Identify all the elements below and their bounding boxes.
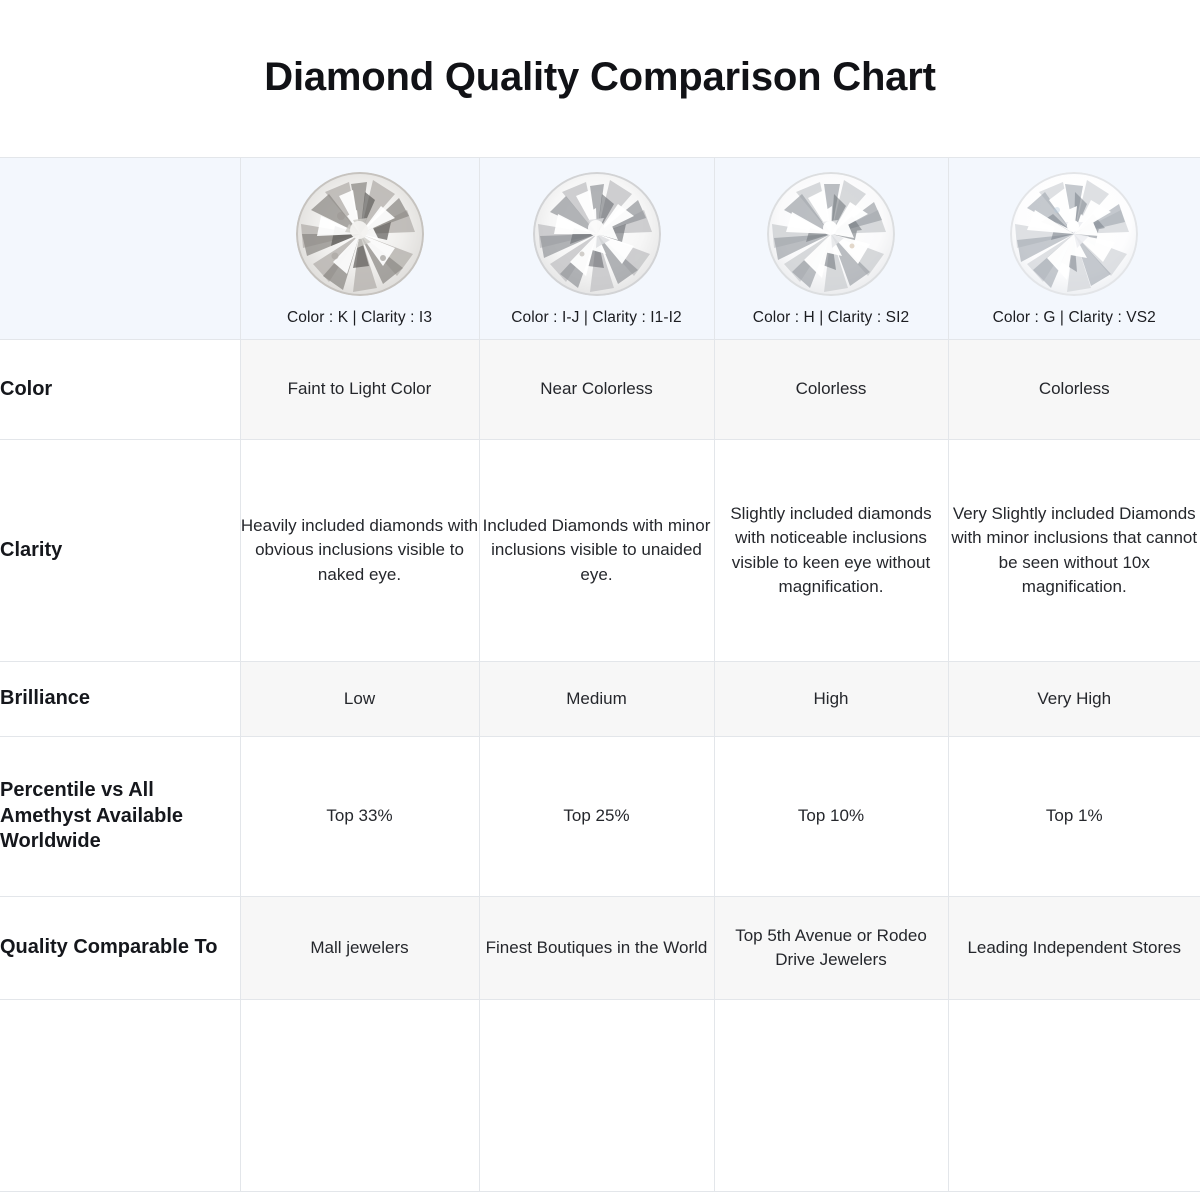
diamond-caption: Color : H | Clarity : SI2 (752, 309, 910, 326)
diamond-caption: Color : K | Clarity : I3 (286, 309, 433, 326)
header-cell-diamond-2: Color : I-J | Clarity : I1-I2 (478, 157, 714, 340)
cell-quality-1: Mall jewelers (239, 896, 479, 1000)
table-row-brilliance: Brilliance Low Medium High Very High (0, 661, 1200, 737)
table-header-row: Color : K | Clarity : I3 (0, 157, 1200, 340)
header-cell-diamond-4: Color : G | Clarity : VS2 (947, 157, 1200, 340)
cell-quality-2: Finest Boutiques in the World (478, 896, 714, 1000)
header-cell-diamond-3: Color : H | Clarity : SI2 (713, 157, 948, 340)
cell-clarity-1: Heavily included diamonds with obvious i… (239, 439, 479, 662)
row-label: Percentile vs All Amethyst Available Wor… (0, 736, 240, 897)
cell-quality-4: Leading Independent Stores (947, 896, 1200, 1000)
diamond-caption: Color : I-J | Clarity : I1-I2 (511, 309, 682, 326)
diamond-icon (480, 170, 714, 298)
table-row-empty (0, 999, 1200, 1192)
cell-clarity-2: Included Diamonds with minor inclusions … (478, 439, 714, 662)
table-row-clarity: Clarity Heavily included diamonds with o… (0, 439, 1200, 662)
empty-cell-4 (947, 999, 1200, 1192)
cell-percentile-2: Top 25% (478, 736, 714, 897)
row-label: Brilliance (0, 661, 240, 737)
cell-clarity-3: Slightly included diamonds with noticeab… (713, 439, 948, 662)
header-blank-cell (0, 157, 240, 340)
empty-cell-label (0, 999, 240, 1192)
cell-color-2: Near Colorless (478, 339, 714, 440)
cell-brilliance-3: High (713, 661, 948, 737)
row-label: Quality Comparable To (0, 896, 240, 1000)
cell-percentile-1: Top 33% (239, 736, 479, 897)
table-row-quality-comparable: Quality Comparable To Mall jewelers Fine… (0, 896, 1200, 1000)
empty-cell-1 (239, 999, 479, 1192)
cell-percentile-4: Top 1% (947, 736, 1200, 897)
table-row-percentile: Percentile vs All Amethyst Available Wor… (0, 736, 1200, 897)
cell-clarity-4: Very Slightly included Diamonds with min… (947, 439, 1200, 662)
cell-brilliance-1: Low (239, 661, 479, 737)
diamond-icon (949, 170, 1200, 298)
empty-cell-3 (713, 999, 948, 1192)
page-title: Diamond Quality Comparison Chart (264, 55, 936, 99)
cell-color-1: Faint to Light Color (239, 339, 479, 440)
cell-brilliance-4: Very High (947, 661, 1200, 737)
diamond-comparison-table: Color : K | Clarity : I3 (0, 157, 1200, 1192)
diamond-icon (241, 170, 479, 298)
cell-percentile-3: Top 10% (713, 736, 948, 897)
header-cell-diamond-1: Color : K | Clarity : I3 (239, 157, 479, 340)
row-label: Clarity (0, 439, 240, 662)
cell-color-3: Colorless (713, 339, 948, 440)
cell-color-4: Colorless (947, 339, 1200, 440)
empty-cell-2 (478, 999, 714, 1192)
row-label: Color (0, 339, 240, 440)
table-row-color: Color Faint to Light Color Near Colorles… (0, 339, 1200, 440)
cell-brilliance-2: Medium (478, 661, 714, 737)
diamond-icon (715, 170, 948, 298)
cell-quality-3: Top 5th Avenue or Rodeo Drive Jewelers (713, 896, 948, 1000)
diamond-caption: Color : G | Clarity : VS2 (992, 309, 1156, 326)
